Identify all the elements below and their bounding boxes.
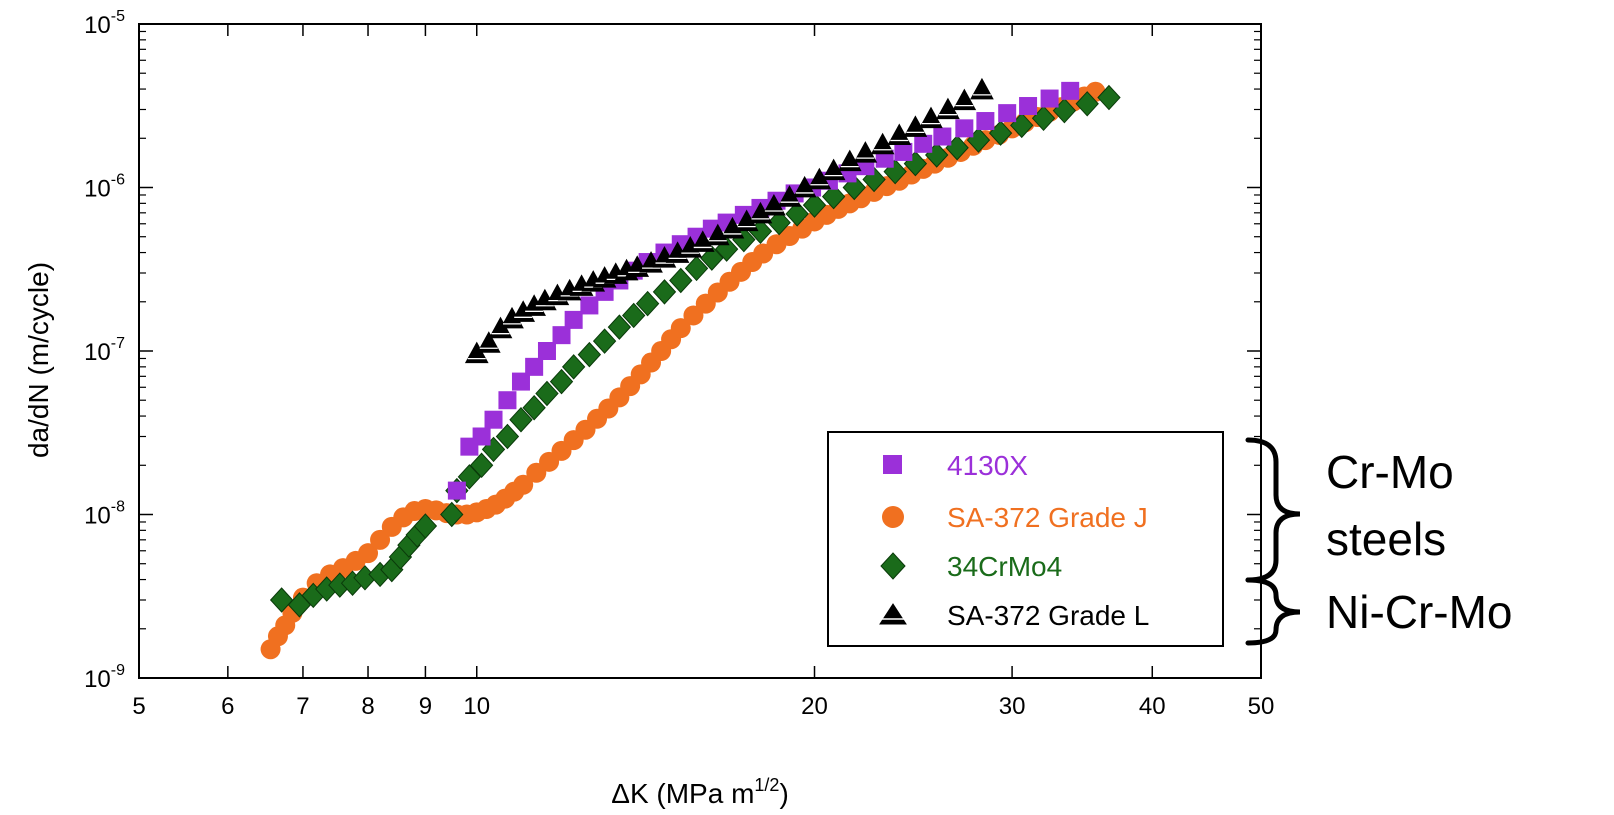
ni-cr-mo-label: Ni-Cr-Mo	[1326, 586, 1513, 638]
data-point-34crmo4	[684, 255, 709, 282]
legend-label-sa372-grade-j: SA-372 Grade J	[947, 502, 1148, 533]
data-point-34crmo4	[767, 209, 791, 236]
data-point-34crmo4	[635, 290, 660, 317]
data-point-34crmo4	[469, 452, 494, 479]
ni-cr-mo-brace	[1245, 577, 1301, 646]
x-tick-label: 9	[419, 693, 432, 720]
data-point-34crmo4	[1097, 84, 1121, 111]
data-point-34crmo4	[802, 192, 827, 218]
data-point-34crmo4	[1075, 91, 1099, 117]
data-point-sa-372-grade-l	[970, 77, 994, 100]
data-point-4130x	[472, 427, 491, 446]
x-tick-label: 50	[1248, 693, 1275, 720]
legend-label-34crmo4: 34CrMo4	[947, 551, 1062, 582]
data-point-34crmo4	[522, 394, 546, 421]
legend-item-34crmo4: 34CrMo4	[880, 551, 1062, 582]
data-point-sa-372-grade-j	[670, 318, 691, 339]
data-point-34crmo4	[269, 587, 294, 613]
data-marks	[260, 77, 1121, 660]
legend-item-sa372-grade-j: SA-372 Grade J	[882, 502, 1148, 533]
data-point-34crmo4	[440, 501, 464, 528]
data-point-4130x	[564, 310, 583, 329]
y-tick-label: 10-7	[84, 335, 125, 366]
data-point-4130x	[1040, 89, 1059, 108]
x-axis-title-exponent: 1/2	[754, 775, 779, 795]
data-point-4130x	[484, 410, 503, 429]
legend-square-marker	[883, 455, 902, 474]
data-point-34crmo4	[622, 302, 646, 329]
data-point-sa-372-grade-l	[870, 132, 895, 155]
data-point-sa-372-grade-j	[358, 543, 379, 564]
cr-mo-label-line2: steels	[1326, 513, 1446, 565]
data-point-34crmo4	[509, 406, 533, 433]
data-point-4130x	[894, 142, 913, 161]
x-tick-label: 5	[132, 693, 145, 720]
legend-diamond-marker	[880, 552, 906, 580]
y-tick-label: 10-8	[84, 499, 125, 530]
data-point-4130x	[976, 112, 995, 131]
cr-mo-brace	[1245, 437, 1301, 583]
data-point-34crmo4	[652, 279, 677, 305]
data-point-sa-372-grade-l	[476, 331, 501, 353]
x-tick-label: 8	[361, 693, 374, 720]
data-point-4130x	[552, 326, 571, 345]
x-tick-label: 7	[296, 693, 309, 720]
data-point-34crmo4	[577, 341, 602, 368]
data-point-34crmo4	[413, 513, 438, 539]
data-point-4130x	[998, 104, 1017, 123]
y-axis-title: da/dN (m/cycle)	[23, 262, 54, 458]
data-point-sa-372-grade-l	[887, 123, 912, 146]
data-point-4130x	[447, 481, 466, 500]
x-tick-label: 30	[999, 693, 1026, 720]
data-point-34crmo4	[549, 368, 574, 395]
group-brackets: Cr-Mo steels Ni-Cr-Mo	[1245, 437, 1513, 646]
data-point-4130x	[933, 127, 952, 146]
y-tick-label: 10-6	[84, 172, 125, 203]
data-point-34crmo4	[700, 245, 724, 271]
data-point-sa-372-grade-l	[853, 141, 878, 163]
x-tick-label: 40	[1139, 693, 1166, 720]
data-point-34crmo4	[561, 354, 586, 380]
data-point-4130x	[498, 391, 517, 410]
legend-label-4130x: 4130X	[947, 450, 1028, 481]
data-point-sa-372-grade-j	[683, 305, 704, 326]
x-axis-title: ΔK (MPa m1/2)	[611, 775, 789, 809]
legend-item-4130x: 4130X	[883, 450, 1028, 481]
cr-mo-label-line1: Cr-Mo	[1326, 446, 1454, 498]
data-point-4130x	[525, 357, 544, 376]
data-point-sa-372-grade-l	[919, 106, 943, 129]
legend-item-sa372-grade-l: SA-372 Grade L	[879, 600, 1149, 631]
data-point-34crmo4	[495, 423, 520, 450]
data-point-sa-372-grade-j	[370, 529, 391, 550]
data-point-34crmo4	[785, 201, 809, 227]
data-point-4130x	[537, 342, 556, 360]
y-tick-label: 10-5	[84, 8, 125, 39]
data-point-34crmo4	[535, 380, 559, 407]
x-tick-label: 6	[221, 693, 234, 720]
y-tick-label: 10-9	[84, 662, 125, 693]
data-point-4130x	[511, 372, 530, 391]
data-point-34crmo4	[607, 314, 632, 340]
data-point-34crmo4	[669, 267, 693, 294]
legend-label-sa372-grade-l: SA-372 Grade L	[947, 600, 1149, 631]
data-point-4130x	[580, 296, 599, 315]
data-point-34crmo4	[592, 328, 617, 354]
x-tick-label: 10	[463, 693, 490, 720]
axes: 5 6 7 8 9 10 20 30 40 50 10-9 10-8 10-7 10-6 10-5	[84, 8, 1274, 720]
legend: 4130X SA-372 Grade J 34CrMo4 SA-372 Grad…	[827, 431, 1224, 647]
data-point-4130x	[1019, 97, 1038, 116]
data-point-4130x	[955, 119, 974, 138]
legend-circle-marker	[882, 506, 904, 528]
data-point-sa-372-grade-j	[513, 474, 534, 495]
data-point-34crmo4	[821, 183, 846, 210]
data-point-sa-372-grade-l	[952, 88, 977, 111]
data-point-4130x	[1061, 81, 1080, 100]
data-point-4130x	[914, 134, 933, 153]
x-tick-label: 20	[801, 693, 828, 720]
